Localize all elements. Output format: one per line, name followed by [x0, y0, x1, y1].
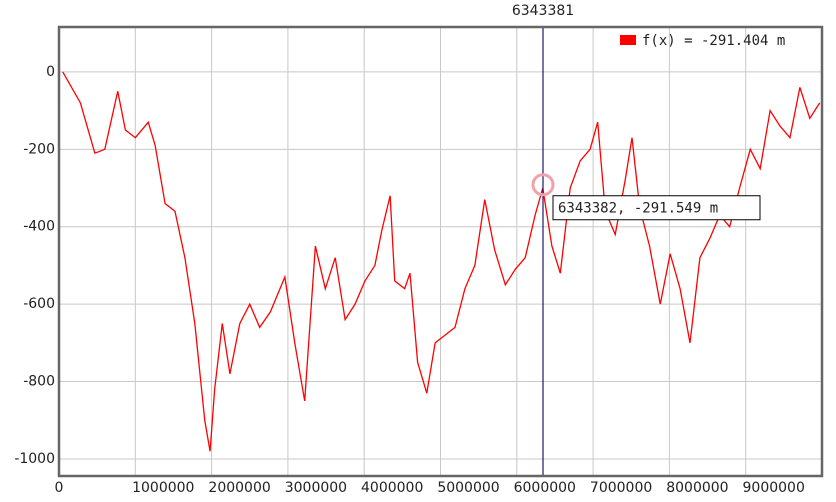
- x-tick-label: 9000000: [743, 480, 805, 496]
- legend-label: f(x) = -291.404 m: [642, 33, 785, 49]
- x-tick-label: 8000000: [666, 480, 728, 496]
- x-tick-label: 3000000: [285, 480, 347, 496]
- x-tick-label: 7000000: [590, 480, 652, 496]
- x-tick-label: 6000000: [514, 480, 576, 496]
- legend-swatch: [620, 35, 636, 45]
- tooltip-text: 6343382, -291.549 m: [558, 201, 718, 217]
- y-tick-label: -800: [23, 374, 55, 390]
- data-line: [62, 71, 821, 452]
- plot-frame: [57, 25, 824, 478]
- y-tick-label: -200: [23, 141, 55, 157]
- x-tick-label: 5000000: [437, 480, 499, 496]
- x-tick-label: 2000000: [208, 480, 270, 496]
- cursor-marker: [531, 173, 555, 197]
- y-tick-label: -600: [23, 296, 55, 312]
- tooltip-box: [552, 195, 761, 221]
- y-tick-label: -1000: [14, 451, 55, 467]
- y-tick-label: 0: [46, 64, 55, 80]
- x-tick-label: 1000000: [132, 480, 194, 496]
- x-tick-label: 4000000: [361, 480, 423, 496]
- cursor-label: 6343381: [512, 3, 574, 19]
- y-tick-label: -400: [23, 219, 55, 235]
- x-tick-label: 0: [55, 480, 64, 496]
